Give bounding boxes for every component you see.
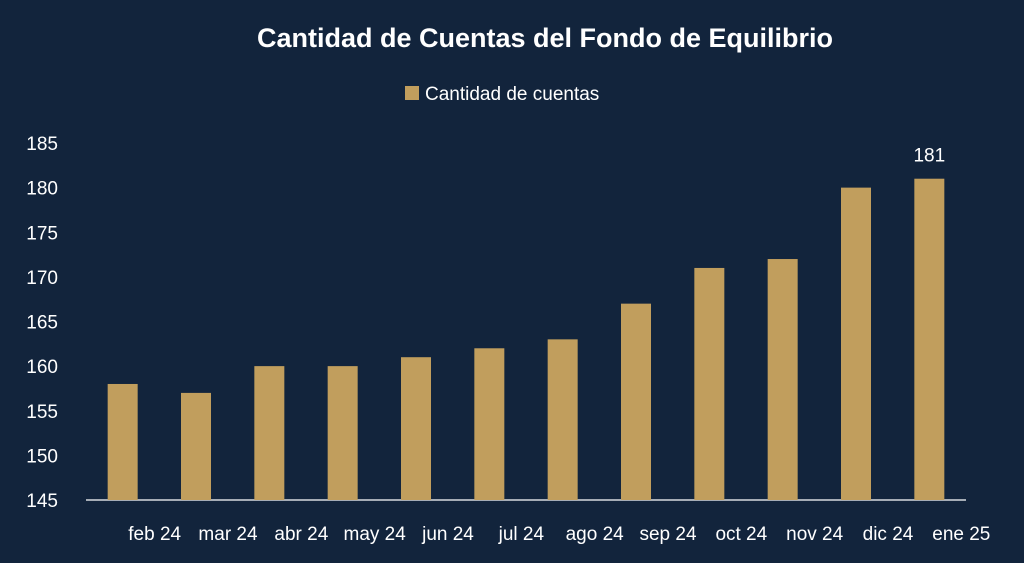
legend-label: Cantidad de cuentas	[425, 84, 599, 105]
bar	[767, 259, 798, 500]
y-tick-label: 145	[26, 491, 58, 512]
y-tick-label: 170	[26, 268, 58, 289]
legend-swatch	[405, 86, 419, 100]
x-tick-label: ene 25	[932, 524, 990, 545]
bar	[401, 357, 431, 500]
bar	[914, 178, 945, 500]
x-tick-label: ago 24	[566, 524, 625, 545]
x-tick-label: jun 24	[421, 524, 474, 545]
y-tick-label: 175	[26, 223, 58, 244]
bar	[621, 303, 651, 500]
bar	[547, 339, 578, 500]
y-tick-label: 185	[26, 134, 58, 155]
y-tick-label: 155	[26, 402, 58, 423]
bar	[327, 366, 358, 500]
x-tick-label: dic 24	[863, 524, 914, 545]
data-label: 181	[913, 146, 945, 167]
x-tick-label: nov 24	[786, 524, 843, 545]
y-axis-ticks: 145 150 155 160 165 170 175 180 185	[26, 134, 58, 512]
x-tick-label: feb 24	[128, 524, 181, 545]
bar	[107, 383, 138, 500]
y-tick-label: 150	[26, 446, 58, 467]
x-tick-label: abr 24	[274, 524, 328, 545]
x-tick-label: jul 24	[498, 524, 545, 545]
bar	[841, 187, 871, 500]
bar	[181, 392, 211, 500]
x-tick-label: mar 24	[198, 524, 258, 545]
y-tick-label: 160	[26, 357, 58, 378]
bar	[694, 267, 725, 500]
chart-title: Cantidad de Cuentas del Fondo de Equilib…	[257, 23, 833, 53]
x-tick-label: oct 24	[715, 524, 767, 545]
legend: Cantidad de cuentas	[405, 84, 599, 105]
bar	[254, 366, 285, 500]
x-tick-label: sep 24	[639, 524, 696, 545]
bars	[107, 178, 945, 500]
data-labels: 181	[913, 146, 945, 167]
bar	[474, 348, 505, 500]
x-tick-label: may 24	[344, 524, 407, 545]
y-tick-label: 165	[26, 313, 58, 334]
y-tick-label: 180	[26, 179, 58, 200]
x-axis-ticks: feb 24 mar 24 abr 24 may 24 jun 24 jul 24 ago …	[128, 524, 990, 545]
